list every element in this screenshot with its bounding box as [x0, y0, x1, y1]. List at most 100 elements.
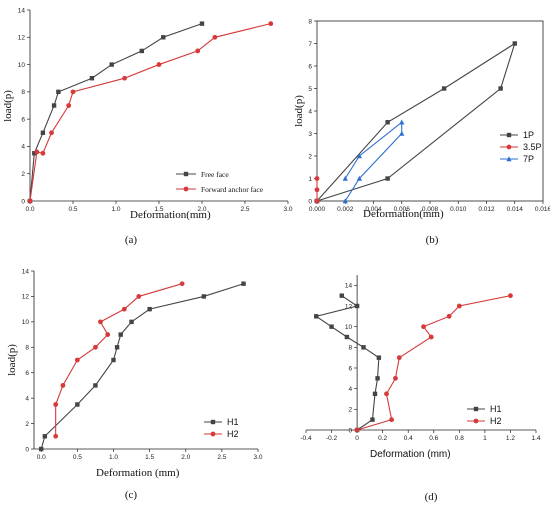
x-tick-label: -0.4 [300, 435, 312, 442]
legend-label: H1 [227, 417, 239, 427]
data-point [498, 86, 503, 91]
data-point [121, 306, 127, 312]
series-line [29, 23, 203, 202]
x-axis-title: Deformation(mm) [130, 209, 211, 221]
data-point [161, 35, 166, 40]
x-tick-label: 3.0 [253, 454, 262, 461]
data-point [354, 303, 360, 309]
data-point [314, 187, 320, 193]
y-axis-title: load(p) [6, 344, 18, 376]
y-tick-label: 7 [308, 41, 312, 48]
series-line [40, 283, 244, 450]
data-point [32, 151, 37, 156]
data-point [210, 419, 216, 425]
x-tick-label: 1 [483, 435, 487, 442]
y-tick-label: 10 [345, 324, 353, 331]
data-point [506, 132, 512, 138]
data-point [201, 294, 207, 299]
y-tick-label: 10 [22, 319, 30, 326]
data-point [53, 402, 59, 407]
data-point [385, 120, 390, 125]
data-point [508, 293, 513, 299]
data-point [339, 293, 344, 298]
x-tick-label: 0.008 [422, 206, 439, 213]
x-axis-title: Deformation (mm) [96, 467, 180, 479]
chart-panel-4: -0.4 -0.2 0 0.2 0.4 0.6 0.8 1 1.2 1.4 0 2 4 6 8 10 12 14 D… [300, 275, 541, 503]
data-point [109, 62, 114, 67]
y-tick-label: 8 [348, 345, 352, 352]
x-tick-label: 0.010 [450, 206, 467, 213]
data-point [356, 153, 362, 159]
x-tick-label: 0.012 [478, 206, 495, 213]
y-tick-label: 8 [21, 89, 25, 96]
x-tick-label: 0.6 [429, 435, 438, 442]
y-tick-label: 0 [308, 198, 312, 205]
data-point [370, 417, 375, 422]
panel-label: (b) [426, 234, 439, 246]
y-tick-label: 0 [25, 446, 29, 453]
x-tick-label: 0.014 [507, 206, 524, 213]
legend-label: 3.5P [523, 142, 542, 152]
x-tick-label: 1.4 [531, 435, 540, 442]
x-tick-label: 0 [355, 435, 359, 442]
data-point [314, 314, 319, 319]
series-7p [342, 119, 405, 204]
data-point [105, 332, 111, 337]
y-tick-label: 14 [22, 268, 30, 275]
data-point [147, 306, 152, 312]
data-point [27, 198, 33, 204]
x-tick-label: 3.0 [283, 206, 292, 213]
data-point [118, 332, 123, 337]
y-axis-title: load(p) [2, 90, 14, 122]
x-tick-label: 0.5 [73, 454, 82, 461]
data-point [473, 406, 479, 412]
y-axis-title: load(p) [293, 95, 305, 127]
data-point [384, 391, 389, 397]
data-point [376, 355, 382, 360]
x-tick-label: 2.5 [217, 454, 226, 461]
data-point [396, 355, 402, 361]
data-point [428, 334, 434, 340]
data-point [212, 34, 218, 40]
y-tick-label: 2 [308, 153, 312, 160]
data-point [93, 383, 98, 388]
data-point [354, 427, 360, 433]
y-tick-label: 14 [345, 283, 353, 290]
data-point [89, 76, 95, 81]
x-tick-label: -0.2 [326, 435, 338, 442]
data-point [70, 89, 76, 95]
x-tick-label: 1.0 [111, 206, 120, 213]
data-point [199, 21, 205, 26]
plot-frame [316, 20, 544, 202]
data-point [136, 294, 142, 299]
panel-label: (d) [425, 491, 438, 503]
data-point [506, 156, 512, 162]
series-line [316, 42, 516, 202]
data-point [156, 62, 162, 67]
panel-label: (c) [125, 489, 138, 501]
y-tick-label: 2 [348, 407, 352, 414]
x-tick-label: 1.5 [154, 206, 163, 213]
x-tick-label: 0.8 [455, 435, 464, 442]
y-tick-label: 1 [308, 176, 312, 183]
y-tick-label: 10 [18, 62, 26, 69]
data-point [122, 75, 127, 81]
legend-label: H2 [227, 429, 239, 439]
series-forward-anchor-face [27, 21, 274, 204]
x-tick-label: 1.5 [145, 454, 154, 461]
data-point [506, 144, 512, 150]
y-tick-label: 2 [25, 421, 29, 428]
legend-label: Forward anchor face [201, 185, 264, 194]
x-axis-title: Deformation(mm) [363, 208, 444, 220]
y-tick-label: 6 [21, 116, 25, 123]
chart-panel-3: 0.0 0.5 1.0 1.5 2.0 2.5 3.0 0 2 4 6 8 10 12 14 Deformat… [6, 268, 263, 501]
data-point [40, 130, 46, 135]
x-tick-label: 0.0 [25, 206, 34, 213]
y-tick-label: 3 [308, 131, 312, 138]
x-tick-label: 0.004 [365, 206, 382, 213]
y-tick-label: 12 [345, 303, 353, 310]
x-tick-label: 0.006 [394, 206, 411, 213]
